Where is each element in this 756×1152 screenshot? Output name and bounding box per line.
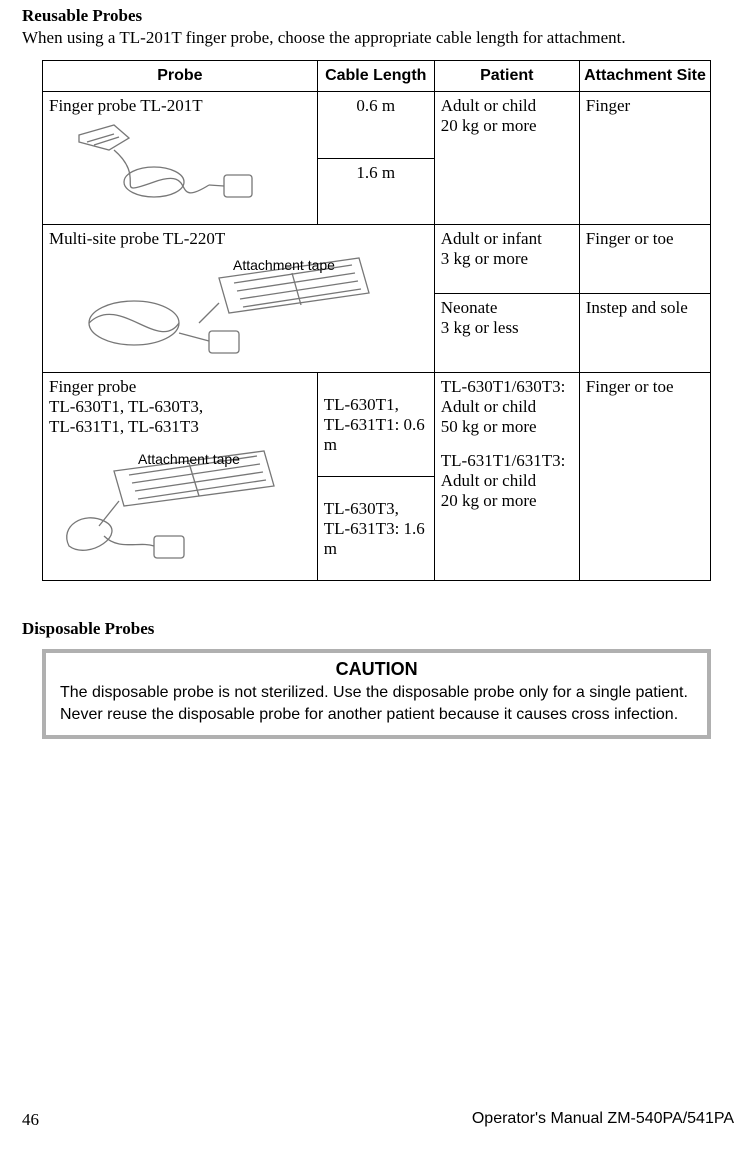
cable-cell-3a: TL-630T1, TL-631T1: 0.6 m — [317, 373, 434, 477]
probe-name-2: Multi-site probe TL-220T — [49, 229, 428, 249]
cable-cell-1b: 1.6 m — [317, 158, 434, 225]
site-cell-2a: Finger or toe — [579, 225, 711, 294]
caution-text: The disposable probe is not sterilized. … — [60, 682, 693, 725]
table-row: Multi-site probe TL-220T Attachment tape — [43, 225, 711, 294]
caution-box: CAUTION The disposable probe is not ster… — [42, 649, 711, 739]
disposable-probes-heading: Disposable Probes — [22, 619, 734, 639]
probe-cell-1: Finger probe TL-201T — [43, 92, 318, 225]
patient-cell-2a: Adult or infant 3 kg or more — [434, 225, 579, 294]
patient-3-l3: 50 kg or more — [441, 417, 573, 437]
site-cell-3: Finger or toe — [579, 373, 711, 581]
attachment-tape-label-3: Attachment tape — [138, 451, 240, 467]
patient-3-l4: TL-631T1/631T3: — [441, 451, 573, 471]
header-patient: Patient — [434, 61, 579, 92]
caution-title: CAUTION — [60, 659, 693, 680]
probe-name-1: Finger probe TL-201T — [49, 96, 311, 116]
spacer — [441, 437, 573, 451]
intro-text: When using a TL-201T finger probe, choos… — [22, 28, 734, 48]
table-header-row: Probe Cable Length Patient Attachment Si… — [43, 61, 711, 92]
table-row: Finger probe TL-201T 0.6 m Adult or chil… — [43, 92, 711, 159]
probe-illustration-1 — [59, 120, 311, 220]
page-number: 46 — [22, 1110, 39, 1130]
patient-cell-1: Adult or child 20 kg or more — [434, 92, 579, 225]
site-cell-2b: Instep and sole — [579, 293, 711, 372]
header-cable: Cable Length — [317, 61, 434, 92]
cable-cell-3b: TL-630T3, TL-631T3: 1.6 m — [317, 477, 434, 581]
doc-title: Operator's Manual ZM-540PA/541PA — [472, 1110, 734, 1130]
page-footer: 46 Operator's Manual ZM-540PA/541PA — [22, 1110, 734, 1130]
probes-table: Probe Cable Length Patient Attachment Si… — [42, 60, 711, 581]
probe-name-3-line3: TL-631T1, TL-631T3 — [49, 417, 311, 437]
patient-3-l2: Adult or child — [441, 397, 573, 417]
patient-cell-3: TL-630T1/630T3: Adult or child 50 kg or … — [434, 373, 579, 581]
patient-3-l5: Adult or child — [441, 471, 573, 491]
probe-cell-2: Multi-site probe TL-220T Attachment tape — [43, 225, 435, 373]
patient-cell-2b: Neonate 3 kg or less — [434, 293, 579, 372]
probe-cell-3: Finger probe TL-630T1, TL-630T3, TL-631T… — [43, 373, 318, 581]
header-probe: Probe — [43, 61, 318, 92]
attachment-tape-label-2: Attachment tape — [233, 257, 335, 273]
header-site: Attachment Site — [579, 61, 711, 92]
reusable-probes-heading: Reusable Probes — [22, 6, 734, 26]
patient-3-l1: TL-630T1/630T3: — [441, 377, 573, 397]
cable-cell-1a: 0.6 m — [317, 92, 434, 159]
probe-name-3-line2: TL-630T1, TL-630T3, — [49, 397, 311, 417]
site-cell-1: Finger — [579, 92, 711, 225]
probe-name-3-line1: Finger probe — [49, 377, 311, 397]
table-row: Finger probe TL-630T1, TL-630T3, TL-631T… — [43, 373, 711, 477]
patient-3-l6: 20 kg or more — [441, 491, 573, 511]
